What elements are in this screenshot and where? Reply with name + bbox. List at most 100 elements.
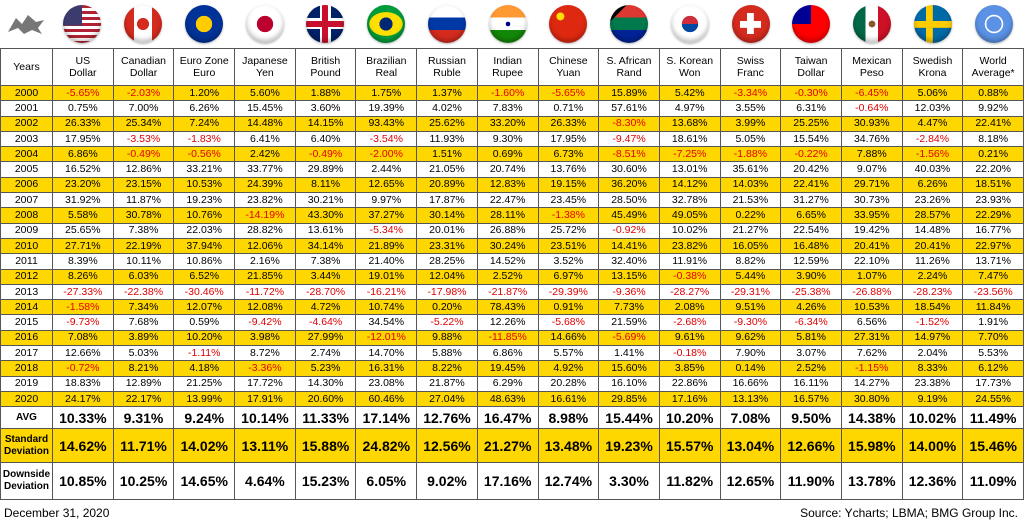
value-cell: 12.86%	[112, 161, 175, 178]
value-cell: 14.97%	[901, 329, 964, 347]
year-cell: 2001	[0, 100, 53, 117]
summary-cell: 13.48%	[537, 428, 600, 464]
footer: December 31, 2020 Source: Ycharts; LBMA;…	[0, 503, 1024, 524]
value-cell: -1.58%	[52, 299, 114, 316]
value-cell: 33.21%	[173, 161, 236, 178]
value-cell: -14.19%	[234, 207, 296, 224]
value-cell: 20.28%	[537, 375, 600, 392]
summary-cell: 9.50%	[780, 406, 842, 430]
value-cell: 3.98%	[234, 329, 296, 347]
value-cell: 7.90%	[719, 345, 782, 362]
value-cell: 5.81%	[780, 329, 842, 347]
value-cell: 9.92%	[962, 100, 1024, 117]
summary-cell: 17.16%	[476, 462, 539, 501]
summary-cell: 14.65%	[173, 462, 236, 501]
value-cell: -30.46%	[173, 283, 236, 301]
value-cell: -0.22%	[780, 146, 842, 163]
value-cell: 28.25%	[416, 253, 478, 270]
value-cell: 3.60%	[294, 100, 357, 117]
value-cell: 9.07%	[840, 161, 903, 178]
value-cell: 22.03%	[173, 222, 236, 239]
year-cell: 2015	[0, 314, 53, 331]
summary-cell: 15.88%	[294, 428, 357, 464]
value-cell: 22.41%	[780, 176, 842, 194]
flag	[427, 5, 466, 43]
value-cell: 8.33%	[901, 360, 964, 377]
summary-cell: 13.11%	[234, 428, 296, 464]
value-cell: 17.72%	[234, 375, 296, 392]
value-cell: 32.40%	[598, 253, 660, 270]
value-cell: -3.53%	[112, 130, 175, 148]
year-cell: 2010	[0, 237, 53, 255]
value-cell: 1.37%	[416, 84, 478, 102]
value-cell: 30.80%	[840, 390, 903, 408]
value-cell: 2.42%	[234, 146, 296, 163]
value-cell: 19.15%	[537, 176, 600, 194]
value-cell: 22.10%	[840, 253, 903, 270]
logo	[8, 15, 44, 34]
value-cell: 37.94%	[173, 237, 236, 255]
value-cell: 18.51%	[962, 176, 1024, 194]
value-cell: -9.42%	[234, 314, 296, 331]
value-cell: 30.78%	[112, 207, 175, 224]
value-cell: 2.44%	[355, 161, 418, 178]
value-cell: 11.26%	[901, 253, 964, 270]
summary-cell: 21.27%	[476, 428, 539, 464]
year-cell: 2006	[0, 176, 53, 194]
value-cell: 7.08%	[52, 329, 114, 347]
value-cell: 0.71%	[537, 100, 600, 117]
data-row: 2000 -5.65% -2.03% 1.20% 5.60% 1.88% 1.75% 1.37…	[0, 84, 1024, 102]
summary-cell: 13.78%	[840, 462, 903, 501]
value-cell: 23.38%	[901, 375, 964, 392]
flag	[913, 5, 952, 43]
value-cell: 2.08%	[658, 299, 721, 316]
value-cell: 14.12%	[658, 176, 721, 194]
column-header: British Pound	[294, 48, 357, 86]
value-cell: -9.47%	[598, 130, 660, 148]
value-cell: 6.31%	[780, 100, 842, 117]
value-cell: 13.68%	[658, 115, 721, 132]
value-cell: 18.61%	[658, 130, 721, 148]
year-cell: 2005	[0, 161, 53, 178]
value-cell: -0.49%	[112, 146, 175, 163]
column-header: Russian Ruble	[416, 48, 478, 86]
value-cell: 12.08%	[234, 299, 296, 316]
data-row: 2019 18.83% 12.89% 21.25% 17.72% 14.30% 23.08%…	[0, 375, 1024, 392]
value-cell: 0.22%	[719, 207, 782, 224]
value-cell: -29.39%	[537, 283, 600, 301]
value-cell: 7.83%	[476, 100, 539, 117]
value-cell: 20.42%	[780, 161, 842, 178]
value-cell: 12.03%	[901, 100, 964, 117]
value-cell: 29.71%	[840, 176, 903, 194]
data-row: 2001 0.75% 7.00% 6.26% 15.45% 3.60% 19.39% 4.02…	[0, 100, 1024, 117]
summary-cell: 15.46%	[962, 428, 1024, 464]
summary-cell: 10.85%	[52, 462, 114, 501]
data-row: 2003 17.95% -3.53% -1.83% 6.41% 6.40% -3.54% 11…	[0, 130, 1024, 148]
data-row: 2012 8.26% 6.03% 6.52% 21.85% 3.44% 19.01% 12.0…	[0, 268, 1024, 285]
value-cell: 9.62%	[719, 329, 782, 347]
flag	[974, 5, 1013, 43]
value-cell: 6.97%	[537, 268, 600, 285]
summary-cell: 7.08%	[719, 406, 782, 430]
value-cell: -1.83%	[173, 130, 236, 148]
data-row: 2018 -0.72% 8.21% 4.18% -3.36% 5.23% 16.31% 8.2…	[0, 360, 1024, 377]
value-cell: 20.41%	[901, 237, 964, 255]
value-cell: -11.85%	[476, 329, 539, 347]
value-cell: 23.93%	[962, 192, 1024, 209]
summary-cell: 12.76%	[416, 406, 478, 430]
summary-cell: 8.98%	[537, 406, 600, 430]
year-cell: 2007	[0, 192, 53, 209]
summary-label: AVG	[0, 406, 53, 430]
value-cell: 14.48%	[234, 115, 296, 132]
year-cell: 2016	[0, 329, 53, 347]
value-cell: -2.84%	[901, 130, 964, 148]
summary-cell: 15.57%	[658, 428, 721, 464]
column-header: Years	[0, 48, 53, 86]
value-cell: 4.02%	[416, 100, 478, 117]
value-cell: 19.39%	[355, 100, 418, 117]
summary-cell: 11.82%	[658, 462, 721, 501]
value-cell: 5.53%	[962, 345, 1024, 362]
summary-cell: 14.00%	[901, 428, 964, 464]
value-cell: 17.87%	[416, 192, 478, 209]
